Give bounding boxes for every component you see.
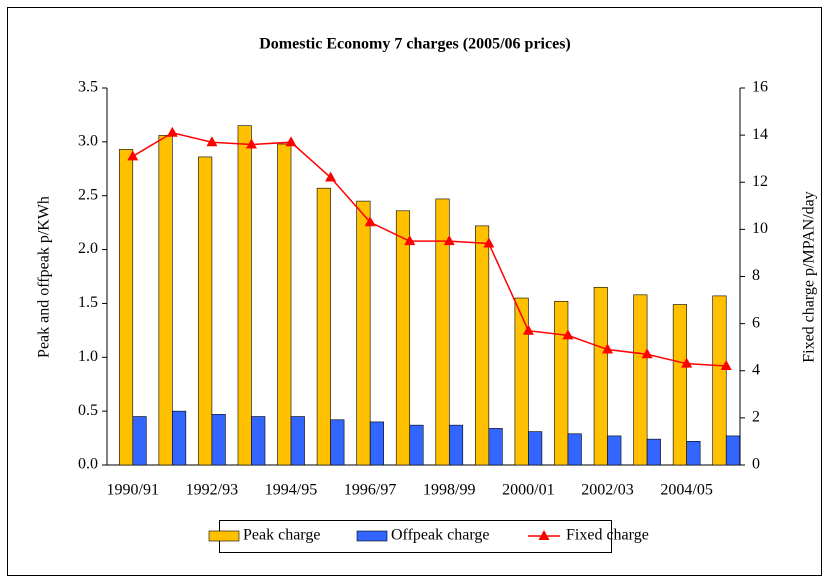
- legend-swatch: [208, 530, 240, 542]
- x-tick-label: 2004/05: [660, 482, 712, 499]
- line-marker: [364, 216, 376, 227]
- x-tick-label: 1998/99: [423, 482, 475, 499]
- y2-tick-label: 16: [752, 79, 768, 96]
- line-marker: [641, 348, 653, 359]
- y-tick-label: 3.5: [78, 79, 98, 96]
- bar: [725, 435, 741, 466]
- bar: [712, 295, 727, 466]
- legend-label: Offpeak charge: [391, 527, 489, 544]
- line-marker: [285, 136, 297, 147]
- bar: [567, 433, 582, 466]
- bar: [330, 419, 345, 466]
- legend-label: Fixed charge: [566, 527, 649, 544]
- line-marker: [443, 235, 455, 246]
- y2-tick-label: 12: [752, 173, 768, 190]
- x-tick-label: 1996/97: [344, 482, 396, 499]
- x-tick-label: 2000/01: [502, 482, 554, 499]
- x-tick-label: 1990/91: [107, 482, 159, 499]
- bar: [514, 297, 529, 466]
- bar: [211, 414, 226, 466]
- bar: [237, 125, 252, 466]
- y2-tick-label: 0: [752, 456, 760, 473]
- bar: [646, 438, 661, 466]
- y2-tick-label: 10: [752, 220, 768, 237]
- line-marker: [602, 343, 614, 354]
- line-marker: [522, 324, 534, 335]
- bar: [251, 416, 266, 466]
- bar: [395, 210, 411, 466]
- line-marker: [245, 138, 257, 149]
- line-marker: [681, 357, 693, 368]
- y2-tick-label: 8: [752, 267, 760, 284]
- bar: [290, 416, 305, 466]
- y-tick-label: 0.5: [78, 402, 98, 419]
- bar: [488, 428, 503, 466]
- bar: [593, 286, 608, 466]
- bar: [686, 441, 701, 466]
- bar: [607, 435, 622, 466]
- y-tick-label: 2.0: [78, 240, 98, 257]
- y-tick-label: 3.0: [78, 133, 98, 150]
- line-marker: [325, 171, 337, 182]
- bar: [475, 225, 490, 466]
- line-marker: [483, 237, 495, 248]
- line-marker: [206, 136, 218, 147]
- bar: [316, 187, 331, 466]
- bar: [158, 135, 173, 466]
- line: [132, 131, 727, 367]
- bar: [528, 431, 543, 466]
- line-marker: [404, 235, 416, 246]
- x-tick-label: 2002/03: [581, 482, 633, 499]
- bar: [409, 424, 424, 466]
- bar: [198, 156, 213, 466]
- y2-tick-label: 4: [752, 361, 760, 378]
- bar: [172, 410, 187, 466]
- bar: [369, 421, 384, 466]
- y-tick-label: 0.0: [78, 456, 98, 473]
- y-tick-label: 1.5: [78, 294, 98, 311]
- x-tick-label: 1992/93: [186, 482, 238, 499]
- y2-tick-label: 6: [752, 314, 760, 331]
- y2-tick-label: 14: [752, 126, 768, 143]
- bar: [118, 149, 134, 466]
- bar: [448, 424, 464, 466]
- bar: [132, 416, 147, 466]
- y-axis-title: Peak and offpeak p/KWh: [36, 196, 53, 358]
- legend-marker: [538, 530, 550, 540]
- y2-axis-title: Fixed charge p/MPAN/day: [801, 191, 818, 363]
- y-tick-label: 2.5: [78, 186, 98, 203]
- y-tick-label: 1.0: [78, 348, 98, 365]
- chart-title: Domestic Economy 7 charges (2005/06 pric…: [259, 36, 571, 53]
- chart-border: [7, 7, 822, 576]
- bar: [554, 300, 569, 466]
- bar: [672, 304, 687, 466]
- bar: [356, 200, 371, 466]
- line-marker: [720, 360, 732, 371]
- x-tick-label: 1994/95: [265, 482, 317, 499]
- line-marker: [562, 329, 574, 340]
- y2-tick-label: 2: [752, 409, 760, 426]
- bar: [435, 198, 450, 466]
- line-marker: [166, 126, 178, 137]
- bar: [277, 143, 292, 466]
- bar: [633, 294, 648, 466]
- legend-label: Peak charge: [243, 527, 320, 544]
- line-marker: [127, 150, 139, 161]
- legend-swatch: [356, 530, 388, 542]
